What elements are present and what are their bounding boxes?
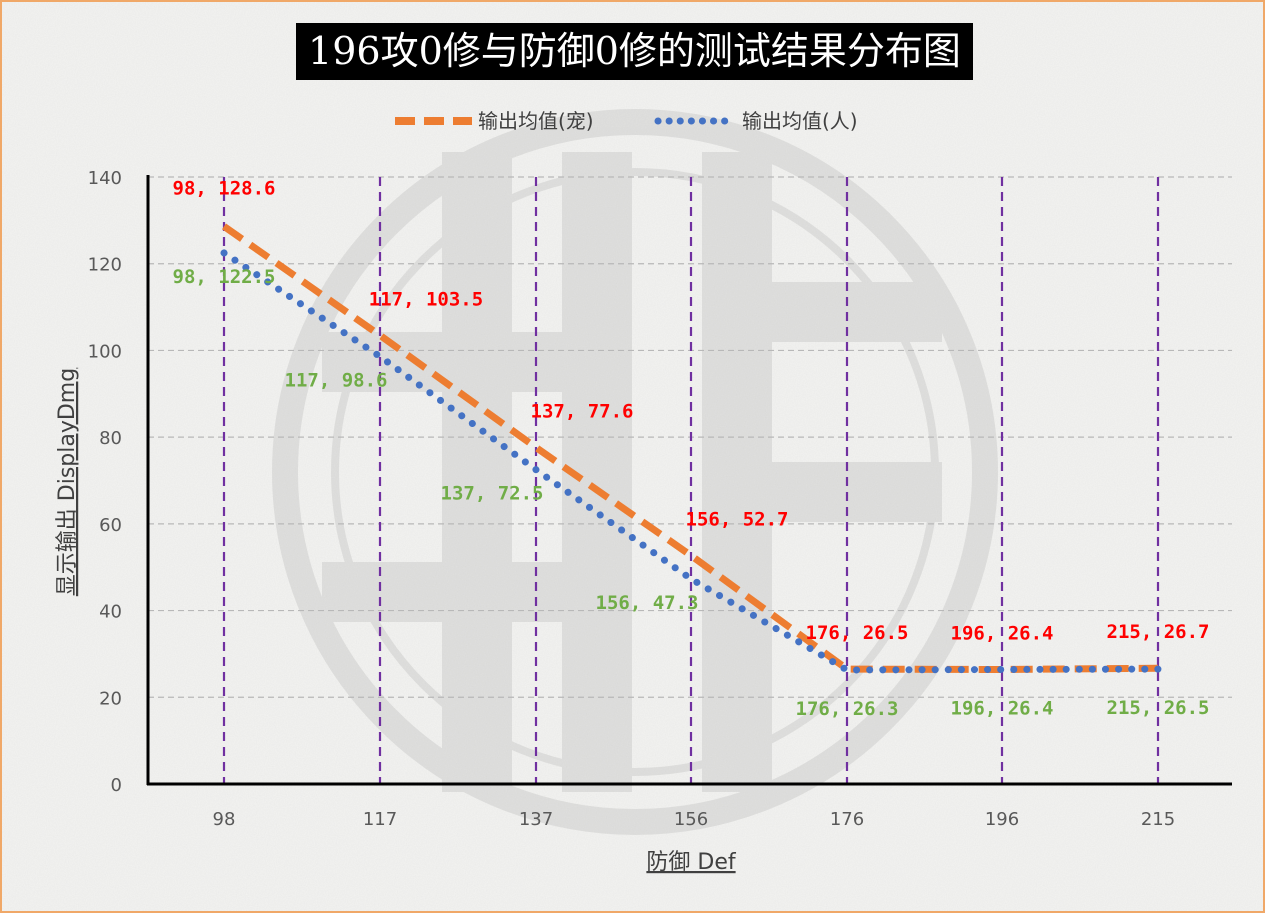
- data-label-pet-156: 156, 52.7: [686, 509, 789, 531]
- y-axis-title: 显示输出 DisplayDmg: [55, 368, 80, 596]
- y-tick-label-20: 20: [99, 688, 122, 709]
- data-label-pet-137: 137, 77.6: [531, 401, 634, 423]
- watermark-seal: [272, 109, 998, 835]
- x-tick-label-196: 196: [985, 809, 1019, 830]
- y-tick-label-140: 140: [88, 168, 122, 189]
- x-tick-label-176: 176: [830, 809, 864, 830]
- x-tick-label-156: 156: [674, 809, 708, 830]
- legend-label-human: 输出均值(人): [742, 109, 858, 133]
- legend-label-pet: 输出均值(宠): [478, 109, 594, 133]
- data-label-human-156: 156, 47.3: [596, 592, 699, 614]
- y-tick-labels: 0 20 40 60 80 100 120 140: [88, 168, 122, 796]
- data-label-human-98: 98, 122.5: [173, 266, 276, 288]
- x-tick-label-117: 117: [363, 809, 397, 830]
- y-tick-label-80: 80: [99, 428, 122, 449]
- y-tick-label-0: 0: [111, 775, 122, 796]
- axis-labels: 防御 Def 显示输出 DisplayDmg: [55, 368, 737, 875]
- x-tick-label-215: 215: [1141, 809, 1175, 830]
- y-tick-label-120: 120: [88, 255, 122, 276]
- data-label-human-117: 117, 98.6: [285, 369, 388, 391]
- axes: [146, 175, 1232, 786]
- x-tick-labels: 98 117 137 156 176 196 215: [213, 809, 1176, 830]
- data-label-pet-215: 215, 26.7: [1107, 621, 1210, 643]
- data-label-human-137: 137, 72.5: [441, 483, 544, 505]
- data-label-human-196: 196, 26.4: [951, 698, 1054, 720]
- data-label-pet-176: 176, 26.5: [806, 622, 909, 644]
- data-labels: 98, 128.6 117, 103.5 137, 77.6 156, 52.7 176…: [173, 177, 1210, 720]
- vertical-guide-lines: [222, 177, 1160, 784]
- data-label-human-215: 215, 26.5: [1107, 697, 1210, 719]
- data-label-pet-98: 98, 128.6: [173, 177, 276, 199]
- series-line-human: [220, 249, 1162, 674]
- data-label-human-176: 176, 26.3: [796, 698, 899, 720]
- chart-title: 196攻0修与防御0修的测试结果分布图: [296, 23, 973, 80]
- x-tick-label-137: 137: [519, 809, 553, 830]
- y-tick-label-40: 40: [99, 602, 122, 623]
- x-axis-title: 防御 Def: [646, 850, 736, 875]
- data-label-pet-196: 196, 26.4: [951, 623, 1054, 645]
- y-tick-label-60: 60: [99, 515, 122, 536]
- legend: 输出均值(宠) 输出均值(人): [395, 109, 858, 133]
- y-tick-label-100: 100: [88, 341, 122, 362]
- series-lines: [220, 223, 1162, 674]
- data-label-pet-117: 117, 103.5: [369, 288, 483, 310]
- x-tick-label-98: 98: [213, 809, 236, 830]
